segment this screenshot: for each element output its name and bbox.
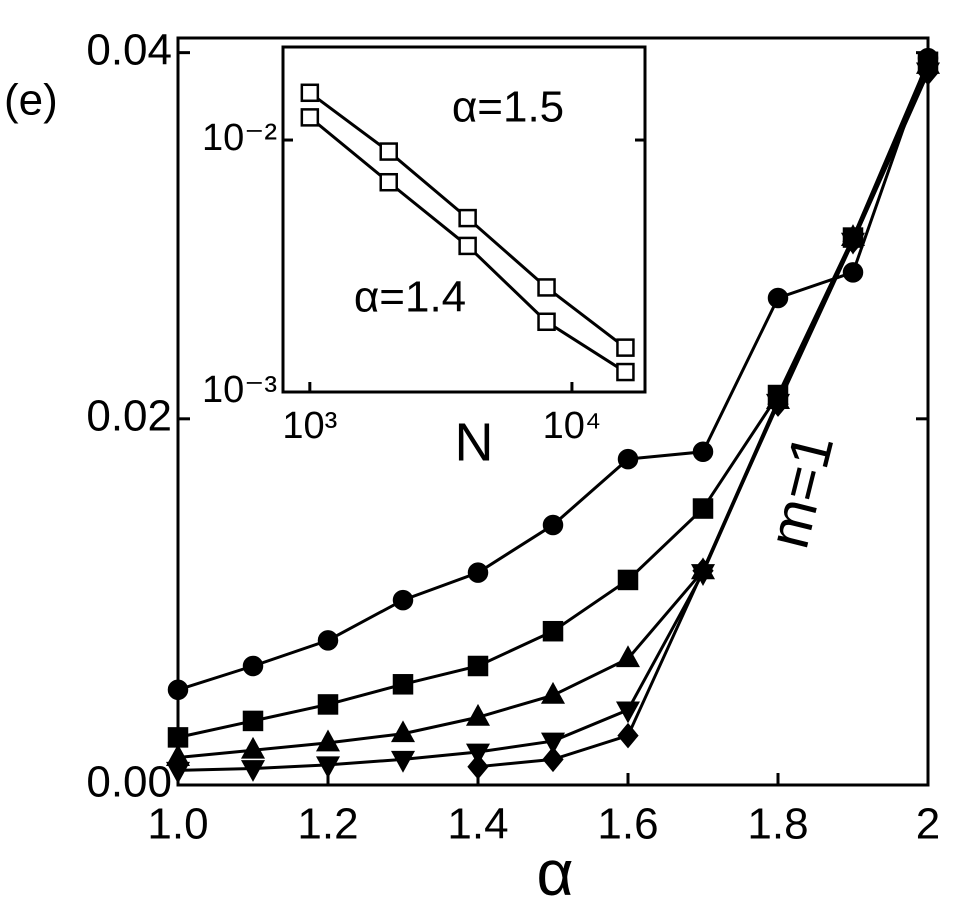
marker [616,338,635,357]
y-tick-label: 10⁻³ [202,369,277,411]
marker [392,589,414,611]
marker [616,362,635,382]
marker [458,236,477,256]
marker [615,701,641,724]
x-tick-label: 1.4 [447,799,508,848]
inset-annotation: α=1.4 [354,273,466,322]
marker [617,722,639,749]
marker [540,681,566,704]
marker [537,278,556,297]
marker [167,679,189,701]
marker [542,514,564,536]
marker [692,441,714,463]
x-tick-label: 1.8 [747,799,808,848]
marker [617,448,639,470]
marker [317,630,339,651]
plot-frame [176,36,930,787]
x-tick-label: 1.6 [597,799,658,848]
marker [615,645,641,668]
plot-frame [281,45,647,394]
marker [240,760,266,782]
x-tick-label: 1.2 [297,799,358,848]
marker [300,83,320,103]
x-axis-label: α [537,837,574,909]
marker [542,620,564,642]
x-tick-label: 1.0 [147,799,208,848]
marker [390,720,416,743]
marker [467,753,489,780]
marker [242,710,264,732]
x-tick-label: 10³ [282,405,337,447]
y-tick-label: 0.02 [86,391,172,440]
x-tick-label: 10⁴ [543,405,602,447]
marker [542,746,564,773]
marker [379,142,398,161]
marker [390,750,416,773]
series-line [177,57,930,692]
marker [917,60,939,86]
marker [465,703,491,726]
marker [165,761,191,784]
inset-x-axis-label: N [455,412,494,472]
marker [317,694,339,715]
marker [315,729,341,752]
marker [465,743,491,766]
marker [767,391,789,417]
marker [617,569,639,591]
annotation: m=1 [756,428,847,555]
marker [167,727,189,748]
marker [692,558,714,584]
marker [540,732,566,755]
marker [537,312,556,332]
marker [467,655,489,677]
inset-annotation: α=1.5 [452,83,564,132]
x-tick-label: 2 [916,799,940,848]
y-tick-label: 0.00 [86,758,172,807]
y-tick-label: 10⁻² [202,117,277,159]
marker [692,498,714,519]
marker [315,756,341,779]
marker [392,674,414,695]
marker [767,287,789,309]
marker [842,228,864,254]
marker [467,562,489,583]
marker [379,172,398,192]
marker [242,655,264,677]
marker [240,736,266,759]
panel-label: (e) [4,76,58,125]
marker [842,262,864,283]
y-tick-label: 0.04 [86,25,172,74]
marker [458,208,477,228]
marker [300,108,320,127]
